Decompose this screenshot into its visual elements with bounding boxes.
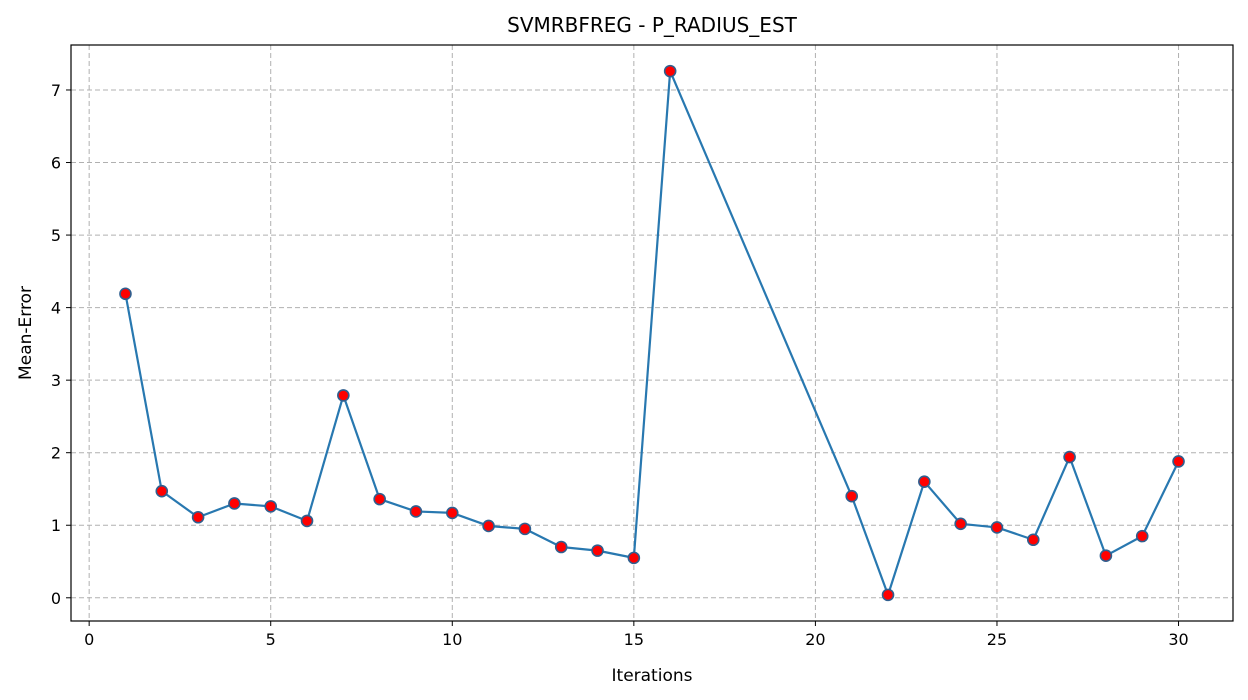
x-axis-label: Iterations	[612, 666, 693, 686]
data-point	[300, 514, 314, 528]
data-point	[1099, 549, 1113, 563]
y-axis-label: Mean-Error	[16, 286, 36, 380]
data-point	[445, 506, 459, 520]
data-point	[1172, 455, 1185, 468]
y-tick-label: 5	[51, 226, 61, 245]
data-point	[337, 389, 350, 402]
data-point	[155, 484, 169, 498]
data-point	[881, 588, 895, 602]
data-point	[191, 510, 205, 524]
x-tick-label: 10	[442, 630, 462, 649]
data-point	[373, 492, 386, 506]
data-point	[990, 521, 1004, 534]
data-point	[119, 287, 132, 301]
data-point	[482, 519, 495, 533]
y-tick-label: 0	[51, 589, 61, 608]
data-point	[954, 517, 967, 531]
data-point	[591, 544, 604, 557]
x-tick-label: 30	[1168, 630, 1188, 649]
data-point	[1135, 529, 1149, 543]
axis-ticks: 0 5 10 15 20 25 30 0 1 2 3 4 5 6 7	[51, 81, 1189, 649]
data-point	[409, 505, 423, 518]
data-point	[663, 64, 677, 78]
y-tick-label: 4	[51, 299, 61, 318]
series-line-layer	[124, 70, 1180, 596]
data-point	[845, 489, 859, 503]
chart-title: SVMRBFREG - P_RADIUS_EST	[507, 13, 798, 37]
grid-lines	[71, 45, 1233, 621]
y-tick-label: 2	[51, 444, 61, 463]
data-point	[264, 500, 278, 513]
y-tick-label: 3	[51, 371, 61, 390]
data-point	[1026, 533, 1040, 547]
series-line	[124, 70, 1180, 596]
data-point	[554, 540, 568, 554]
plot-frame	[70, 44, 1234, 622]
marker-layer	[119, 64, 1185, 602]
data-point	[918, 475, 931, 489]
x-tick-label: 0	[84, 630, 94, 649]
data-point	[627, 551, 641, 565]
y-tick-label: 1	[51, 516, 61, 535]
y-tick-label: 6	[51, 154, 61, 173]
x-tick-label: 15	[624, 630, 644, 649]
y-tick-label: 7	[51, 81, 61, 100]
x-tick-label: 20	[805, 630, 825, 649]
data-point	[228, 497, 241, 510]
data-point	[1063, 450, 1076, 464]
data-point	[518, 522, 532, 536]
x-tick-label: 5	[266, 630, 276, 649]
x-tick-label: 25	[987, 630, 1007, 649]
